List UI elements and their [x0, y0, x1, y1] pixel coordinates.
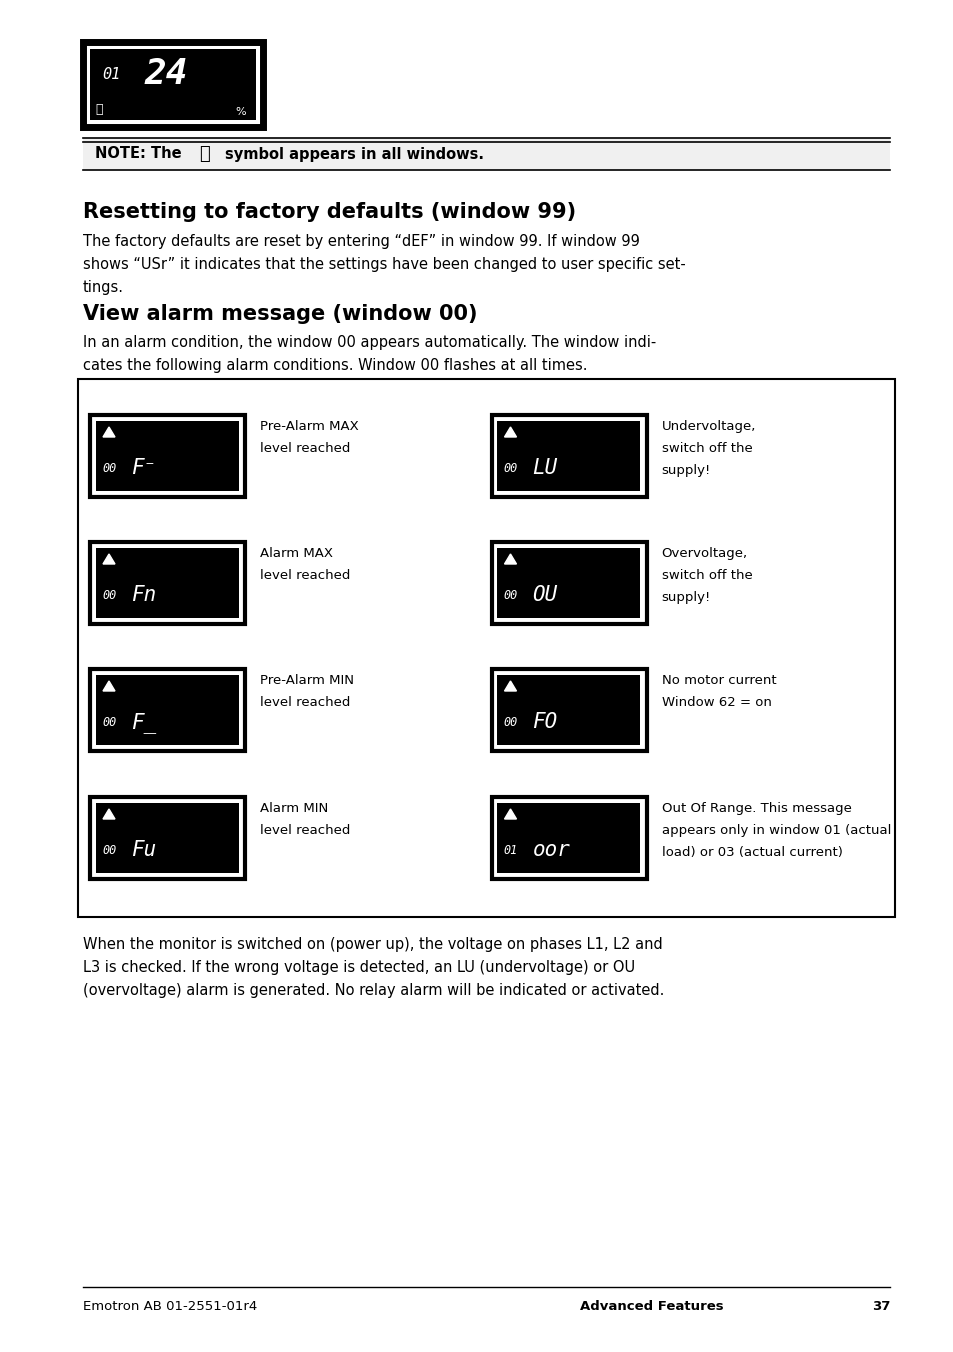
Text: When the monitor is switched on (power up), the voltage on phases L1, L2 and: When the monitor is switched on (power u… — [83, 937, 662, 952]
Polygon shape — [103, 427, 115, 437]
Text: Alarm MIN: Alarm MIN — [260, 802, 328, 815]
Text: FO: FO — [532, 713, 558, 733]
Text: load) or 03 (actual current): load) or 03 (actual current) — [660, 846, 841, 859]
Text: supply!: supply! — [660, 464, 710, 477]
Bar — [491, 415, 646, 498]
Bar — [96, 420, 239, 491]
Text: No motor current: No motor current — [660, 675, 776, 687]
Text: 01: 01 — [102, 66, 120, 82]
Bar — [96, 548, 239, 618]
Text: (overvoltage) alarm is generated. No relay alarm will be indicated or activated.: (overvoltage) alarm is generated. No rel… — [83, 983, 663, 998]
Text: L3 is checked. If the wrong voltage is detected, an LU (undervoltage) or OU: L3 is checked. If the wrong voltage is d… — [83, 960, 635, 975]
Bar — [491, 542, 646, 625]
Bar — [83, 138, 889, 170]
Text: Emotron AB 01-2551-01r4: Emotron AB 01-2551-01r4 — [83, 1301, 257, 1314]
Text: 00: 00 — [503, 462, 517, 475]
Text: 00: 00 — [102, 715, 116, 729]
Bar — [497, 420, 639, 491]
Text: F⁻: F⁻ — [131, 458, 156, 479]
Bar — [90, 669, 245, 750]
Bar — [96, 675, 239, 745]
Text: 01: 01 — [503, 844, 517, 857]
Text: 00: 00 — [102, 589, 116, 602]
Text: %: % — [235, 107, 246, 118]
Bar — [491, 796, 646, 879]
Text: symbol appears in all windows.: symbol appears in all windows. — [225, 146, 483, 161]
Text: level reached: level reached — [260, 823, 350, 837]
Text: Advanced Features: Advanced Features — [579, 1301, 723, 1314]
Polygon shape — [504, 427, 516, 437]
Text: Undervoltage,: Undervoltage, — [660, 420, 755, 433]
Text: oor: oor — [532, 841, 570, 860]
Text: 🔒: 🔒 — [95, 103, 102, 116]
Text: supply!: supply! — [660, 591, 710, 604]
Text: Fu: Fu — [131, 841, 156, 860]
Polygon shape — [103, 808, 115, 819]
Bar — [497, 803, 639, 873]
Text: level reached: level reached — [260, 442, 350, 456]
Text: Pre-Alarm MIN: Pre-Alarm MIN — [260, 675, 354, 687]
Text: shows “USr” it indicates that the settings have been changed to user specific se: shows “USr” it indicates that the settin… — [83, 257, 685, 272]
Polygon shape — [504, 808, 516, 819]
Text: Fn: Fn — [131, 585, 156, 606]
Text: 00: 00 — [102, 844, 116, 857]
Text: In an alarm condition, the window 00 appears automatically. The window indi-: In an alarm condition, the window 00 app… — [83, 335, 656, 350]
Text: appears only in window 01 (actual: appears only in window 01 (actual — [660, 823, 890, 837]
Text: 00: 00 — [503, 589, 517, 602]
Text: The factory defaults are reset by entering “dEF” in window 99. If window 99: The factory defaults are reset by enteri… — [83, 234, 639, 249]
Text: level reached: level reached — [260, 696, 350, 708]
Polygon shape — [504, 554, 516, 564]
Text: level reached: level reached — [260, 569, 350, 581]
Bar — [497, 675, 639, 745]
Text: Resetting to factory defaults (window 99): Resetting to factory defaults (window 99… — [83, 201, 576, 222]
Text: 00: 00 — [503, 715, 517, 729]
Text: 24: 24 — [145, 57, 189, 92]
Bar — [83, 42, 263, 127]
Text: switch off the: switch off the — [660, 569, 752, 581]
Bar — [90, 542, 245, 625]
Polygon shape — [504, 681, 516, 691]
Bar — [78, 379, 894, 917]
Text: OU: OU — [532, 585, 558, 606]
Polygon shape — [103, 554, 115, 564]
Bar — [497, 548, 639, 618]
Text: 🔒: 🔒 — [199, 145, 211, 164]
Text: Window 62 = on: Window 62 = on — [660, 696, 771, 708]
Bar — [90, 415, 245, 498]
Text: switch off the: switch off the — [660, 442, 752, 456]
Text: F_: F_ — [131, 713, 156, 733]
Text: LU: LU — [532, 458, 558, 479]
Bar — [90, 796, 245, 879]
Text: 37: 37 — [871, 1301, 889, 1314]
Bar — [491, 669, 646, 750]
Text: tings.: tings. — [83, 280, 124, 295]
Text: Alarm MAX: Alarm MAX — [260, 548, 333, 560]
Text: Out Of Range. This message: Out Of Range. This message — [660, 802, 850, 815]
Text: Pre-Alarm MAX: Pre-Alarm MAX — [260, 420, 358, 433]
Polygon shape — [103, 681, 115, 691]
Text: Overvoltage,: Overvoltage, — [660, 548, 747, 560]
Text: cates the following alarm conditions. Window 00 flashes at all times.: cates the following alarm conditions. Wi… — [83, 358, 587, 373]
Text: View alarm message (window 00): View alarm message (window 00) — [83, 304, 477, 324]
Bar — [96, 803, 239, 873]
Text: 00: 00 — [102, 462, 116, 475]
Text: NOTE: The: NOTE: The — [95, 146, 181, 161]
Bar — [90, 49, 255, 120]
